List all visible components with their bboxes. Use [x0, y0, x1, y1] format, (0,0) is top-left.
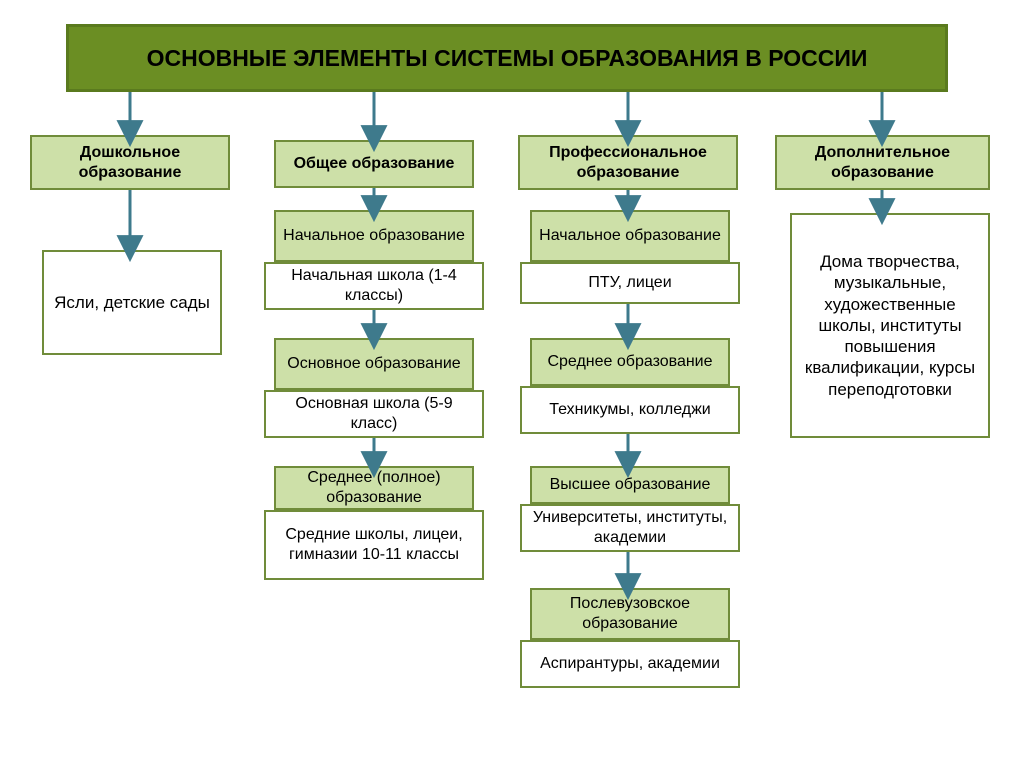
category-prof: Профессиональное образование — [518, 135, 738, 190]
leaf-extra_body: Дома творчества, музыкальные, художестве… — [790, 213, 990, 438]
stack-body-1: Основная школа (5-9 класс) — [264, 390, 484, 438]
category-extra: Дополнительное образование — [775, 135, 990, 190]
stack-header-1: Основное образование — [274, 338, 474, 390]
category-preschool: Дошкольное образование — [30, 135, 230, 190]
stack-header-3: Начальное образование — [530, 210, 730, 262]
stack-body-2: Средние школы, лицеи, гимназии 10-11 кла… — [264, 510, 484, 580]
stack-body-5: Университеты, институты, академии — [520, 504, 740, 552]
stack-header-0: Начальное образование — [274, 210, 474, 262]
diagram-title: ОСНОВНЫЕ ЭЛЕМЕНТЫ СИСТЕМЫ ОБРАЗОВАНИЯ В … — [66, 24, 948, 92]
stack-header-2: Среднее (полное) образование — [274, 466, 474, 510]
leaf-preschool_body: Ясли, детские сады — [42, 250, 222, 355]
stack-body-6: Аспирантуры, академии — [520, 640, 740, 688]
stack-body-3: ПТУ, лицеи — [520, 262, 740, 304]
stack-header-5: Высшее образование — [530, 466, 730, 504]
stack-body-0: Начальная школа (1-4 классы) — [264, 262, 484, 310]
education-system-diagram: ОСНОВНЫЕ ЭЛЕМЕНТЫ СИСТЕМЫ ОБРАЗОВАНИЯ В … — [0, 0, 1024, 767]
stack-header-6: Послевузовское образование — [530, 588, 730, 640]
category-general: Общее образование — [274, 140, 474, 188]
stack-header-4: Среднее образование — [530, 338, 730, 386]
stack-body-4: Техникумы, колледжи — [520, 386, 740, 434]
